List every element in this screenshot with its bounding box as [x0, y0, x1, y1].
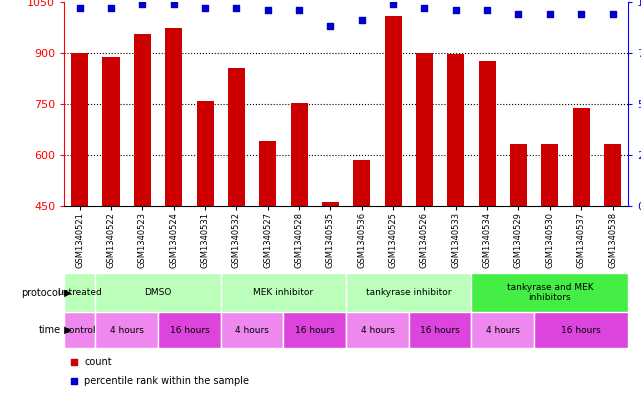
Point — [200, 5, 210, 11]
Bar — [479, 61, 495, 206]
Bar — [228, 68, 245, 206]
Bar — [510, 144, 527, 206]
Text: DMSO: DMSO — [144, 288, 172, 297]
Bar — [259, 141, 276, 206]
Bar — [71, 53, 88, 206]
Bar — [346, 273, 472, 312]
Point — [576, 11, 587, 17]
Bar — [158, 312, 221, 348]
Point — [326, 23, 336, 29]
Bar — [283, 312, 346, 348]
Bar — [353, 160, 370, 206]
Point — [294, 7, 304, 13]
Text: MEK inhibitor: MEK inhibitor — [253, 288, 313, 297]
Point — [106, 5, 116, 11]
Bar — [64, 312, 96, 348]
Text: time: time — [38, 325, 61, 335]
Bar — [221, 312, 283, 348]
Text: percentile rank within the sample: percentile rank within the sample — [85, 376, 249, 386]
Text: 16 hours: 16 hours — [562, 326, 601, 334]
Point — [263, 7, 273, 13]
Point — [137, 1, 147, 7]
Point — [513, 11, 524, 17]
Bar — [416, 53, 433, 206]
Bar — [472, 312, 534, 348]
Bar — [221, 273, 346, 312]
Point — [356, 17, 367, 24]
Text: tankyrase and MEK
inhibitors: tankyrase and MEK inhibitors — [506, 283, 593, 303]
Bar — [103, 57, 120, 206]
Bar — [96, 312, 158, 348]
Point — [419, 5, 429, 11]
Bar — [385, 16, 402, 206]
Bar — [322, 202, 339, 206]
Text: 16 hours: 16 hours — [295, 326, 335, 334]
Bar — [409, 312, 472, 348]
Bar — [134, 34, 151, 206]
Point — [231, 5, 242, 11]
Text: 4 hours: 4 hours — [486, 326, 520, 334]
Text: ▶: ▶ — [61, 288, 72, 298]
Point — [69, 378, 79, 384]
Text: 4 hours: 4 hours — [235, 326, 269, 334]
Bar — [447, 54, 465, 206]
Point — [482, 7, 492, 13]
Text: count: count — [85, 356, 112, 367]
Bar — [534, 312, 628, 348]
Bar — [572, 108, 590, 206]
Point — [388, 1, 398, 7]
Point — [169, 1, 179, 7]
Text: untreated: untreated — [58, 288, 102, 297]
Text: ▶: ▶ — [61, 325, 72, 335]
Bar — [472, 273, 628, 312]
Bar — [604, 144, 621, 206]
Point — [74, 5, 85, 11]
Bar — [64, 273, 96, 312]
Bar — [197, 101, 213, 206]
Point — [608, 11, 618, 17]
Text: 4 hours: 4 hours — [110, 326, 144, 334]
Bar — [290, 103, 308, 206]
Bar — [165, 28, 183, 206]
Text: 16 hours: 16 hours — [420, 326, 460, 334]
Text: 16 hours: 16 hours — [170, 326, 210, 334]
Text: protocol: protocol — [21, 288, 61, 298]
Text: 4 hours: 4 hours — [360, 326, 394, 334]
Point — [545, 11, 555, 17]
Bar — [541, 144, 558, 206]
Bar — [346, 312, 409, 348]
Text: control: control — [64, 326, 96, 334]
Point — [69, 358, 79, 365]
Text: tankyrase inhibitor: tankyrase inhibitor — [366, 288, 451, 297]
Point — [451, 7, 461, 13]
Bar — [96, 273, 221, 312]
